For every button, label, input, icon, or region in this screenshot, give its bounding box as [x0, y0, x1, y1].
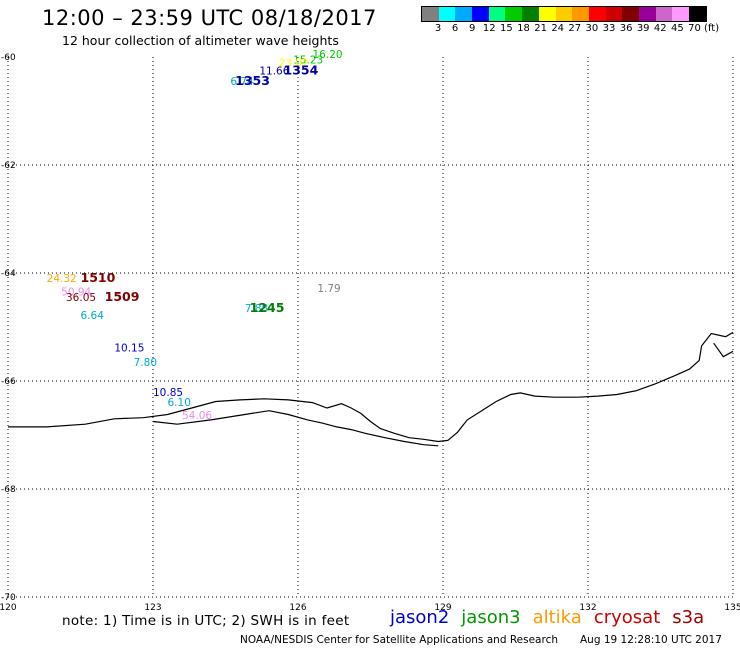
satellite-altika: altika [532, 607, 582, 628]
credit-line: NOAA/NESDIS Center for Satellite Applica… [240, 634, 558, 646]
legend-label: 15 [500, 23, 513, 34]
legend-swatch [438, 7, 456, 21]
page-title: 12:00 – 23:59 UTC 08/18/2017 [42, 6, 377, 30]
lat-tick-label: -62 [1, 161, 16, 171]
pass-time-label: 1509 [105, 289, 140, 304]
legend-label: 27 [568, 23, 582, 34]
pass-time-label: 1354 [284, 62, 319, 77]
wave-height-label: 16.20 [313, 49, 343, 61]
legend-swatch [555, 7, 573, 21]
lat-tick-label: -64 [1, 269, 16, 279]
wave-height-legend: 3 6 9 12 15 18 21 24 27 30 33 36 39 42 45 70 (ft) [421, 6, 719, 40]
legend-swatch [638, 7, 656, 21]
wave-height-label: 11.66 [259, 65, 289, 77]
legend-swatch [422, 7, 439, 21]
satellite-jason3: jason3 [461, 607, 521, 628]
legend-label: 18 [517, 23, 530, 34]
wave-height-label: 15.23 [293, 54, 323, 66]
satellite-jason2: jason2 [390, 607, 450, 628]
legend-label: 3 [434, 23, 442, 34]
legend-label: 33 [602, 23, 616, 34]
wave-height-label: 10.85 [153, 387, 183, 399]
wave-height-label: 10.15 [114, 342, 144, 354]
wave-height-label: 6.10 [168, 397, 191, 409]
wave-height-label: 23.02 [279, 58, 309, 70]
legend-swatch [455, 7, 473, 21]
legend-swatch [522, 7, 539, 21]
satellite-s3a: s3a [672, 607, 705, 628]
satellite-legend: jason2 jason3 altika cryosat s3a [390, 607, 716, 628]
lat-tick-label: -66 [1, 377, 16, 387]
wave-height-label: 6.64 [81, 310, 105, 322]
legend-labels: 3 6 9 12 15 18 21 24 27 30 33 36 39 42 45 70 (ft) [421, 23, 740, 37]
wave-height-label: 24.32 [47, 273, 77, 285]
legend-color-bar [421, 6, 707, 22]
legend-swatch [655, 7, 673, 21]
lon-tick-label: 123 [144, 603, 161, 613]
generated-timestamp: Aug 19 12:28:10 UTC 2017 [580, 634, 722, 646]
legend-label: (ft) [704, 23, 720, 34]
wave-height-label: 7.80 [134, 357, 157, 369]
legend-swatch [472, 7, 489, 21]
lat-tick-label: -60 [1, 53, 16, 63]
lat-tick-label: -68 [1, 485, 16, 495]
pass-time-label: 1353 [235, 73, 270, 88]
legend-swatch [622, 7, 639, 21]
legend-swatch [505, 7, 523, 21]
coastline-east [713, 342, 734, 358]
legend-swatch [488, 7, 506, 21]
lon-tick-label: 135 [724, 603, 740, 613]
pass-time-label: 1245 [250, 300, 285, 315]
wave-height-label: 6.74 [230, 76, 254, 88]
lat-tick-label: -70 [1, 593, 16, 603]
wave-height-label: 7.88 [245, 303, 268, 315]
legend-swatch [689, 7, 706, 21]
legend-label: 70 [688, 23, 701, 34]
legend-label: 30 [585, 23, 599, 34]
satellite-cryosat: cryosat [593, 607, 661, 628]
legend-label: 42 [653, 23, 667, 34]
legend-label: 21 [534, 23, 547, 34]
legend-swatch [588, 7, 606, 21]
legend-label: 39 [636, 23, 650, 34]
legend-label: 12 [482, 23, 496, 34]
legend-swatch [572, 7, 589, 21]
footer-note: note: 1) Time is in UTC; 2) SWH is in fe… [62, 613, 350, 629]
lon-tick-label: 129 [434, 603, 451, 613]
legend-label: 24 [551, 23, 565, 34]
legend-swatch [672, 7, 689, 21]
wave-height-label: 54.06 [182, 410, 212, 422]
wave-height-label: 50.94 [61, 287, 91, 299]
legend-swatch [538, 7, 556, 21]
wave-height-label: 36.05 [66, 292, 96, 304]
page-subtitle: 12 hour collection of altimeter wave hei… [62, 33, 339, 48]
pass-time-label: 1510 [81, 270, 116, 285]
legend-label: 36 [619, 23, 633, 34]
wave-height-label: 1.79 [317, 283, 340, 295]
coastline [8, 331, 734, 443]
legend-label: 9 [469, 23, 476, 34]
legend-swatch [605, 7, 623, 21]
lon-tick-label: 132 [579, 603, 596, 613]
legend-label: 45 [671, 23, 684, 34]
lon-tick-label: 120 [0, 603, 17, 613]
coastline-inner [152, 410, 439, 447]
legend-label: 6 [451, 23, 459, 34]
lon-tick-label: 126 [289, 603, 306, 613]
